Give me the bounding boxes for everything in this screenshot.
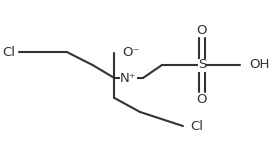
Text: OH: OH	[249, 59, 270, 72]
Text: O⁻: O⁻	[122, 46, 140, 60]
Text: Cl: Cl	[190, 119, 203, 133]
Text: N⁺: N⁺	[120, 72, 137, 85]
Text: O: O	[197, 24, 207, 37]
Text: Cl: Cl	[2, 46, 16, 59]
Text: O: O	[197, 93, 207, 106]
Text: S: S	[198, 59, 206, 72]
